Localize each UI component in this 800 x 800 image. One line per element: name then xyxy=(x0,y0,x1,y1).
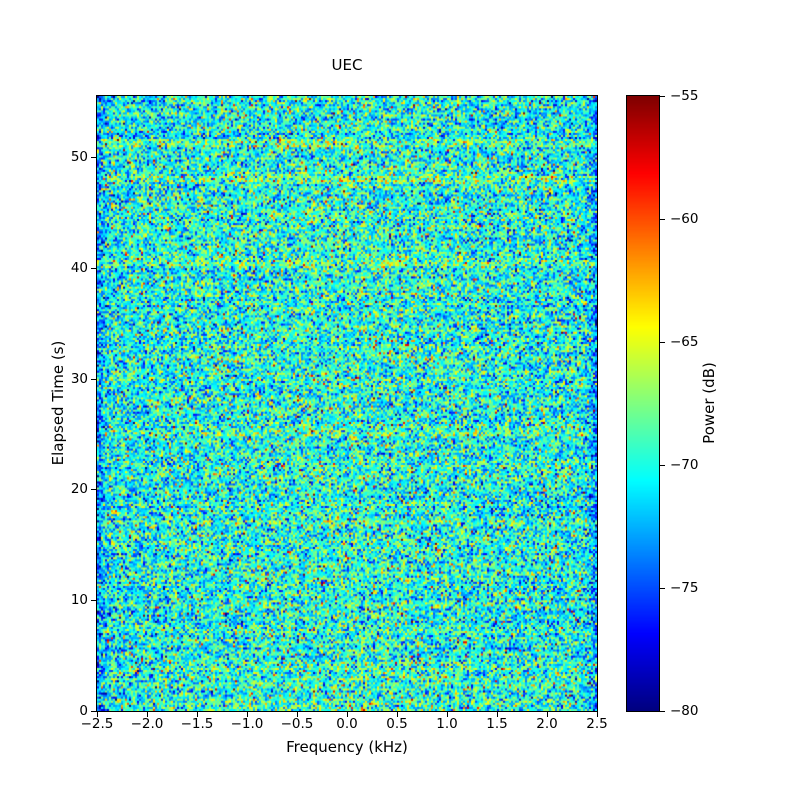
y-tick-mark xyxy=(91,489,96,491)
x-tick-label: 0.0 xyxy=(336,716,358,732)
x-tick-mark xyxy=(346,712,348,717)
x-tick-label: −2.5 xyxy=(80,716,114,732)
x-tick-mark xyxy=(196,712,198,717)
colorbar-tick-label: −60 xyxy=(670,210,699,227)
x-tick-label: 0.5 xyxy=(386,716,408,732)
x-tick-mark xyxy=(296,712,298,717)
x-tick-label: 2.5 xyxy=(586,716,608,732)
x-tick-mark xyxy=(596,712,598,717)
colorbar-tick-label: −70 xyxy=(670,456,699,473)
y-tick-label: 30 xyxy=(70,370,88,387)
y-tick-label: 40 xyxy=(70,260,88,277)
x-tick-label: −1.0 xyxy=(230,716,264,732)
colorbar-tick-mark xyxy=(660,95,665,97)
x-tick-mark xyxy=(396,712,398,717)
colorbar-tick-label: −55 xyxy=(670,87,699,104)
plot-title: UEC xyxy=(331,55,363,74)
x-tick-mark xyxy=(146,712,148,717)
x-tick-mark xyxy=(96,712,98,717)
x-tick-label: −0.5 xyxy=(280,716,314,732)
colorbar-tick-mark xyxy=(660,710,665,712)
x-tick-label: −1.5 xyxy=(180,716,214,732)
colorbar-tick-mark xyxy=(660,464,665,466)
spectrogram-plot xyxy=(96,95,598,712)
colorbar-tick-label: −80 xyxy=(670,702,699,719)
spectrogram-canvas xyxy=(97,96,597,711)
y-axis-label: Elapsed Time (s) xyxy=(49,340,67,466)
x-tick-mark xyxy=(546,712,548,717)
x-tick-mark xyxy=(446,712,448,717)
x-axis-label: Frequency (kHz) xyxy=(286,738,408,756)
x-tick-mark xyxy=(246,712,248,717)
y-tick-label: 20 xyxy=(70,481,88,498)
x-tick-label: −2.0 xyxy=(130,716,164,732)
colorbar xyxy=(626,95,660,712)
colorbar-tick-mark xyxy=(660,218,665,220)
colorbar-gradient-canvas xyxy=(627,96,659,711)
colorbar-tick-label: −75 xyxy=(670,579,699,596)
colorbar-tick-mark xyxy=(660,341,665,343)
colorbar-tick-mark xyxy=(660,587,665,589)
colorbar-tick-label: −65 xyxy=(670,333,699,350)
y-tick-label: 0 xyxy=(79,702,88,719)
y-tick-mark xyxy=(91,268,96,270)
x-tick-label: 1.0 xyxy=(436,716,458,732)
x-tick-label: 2.0 xyxy=(536,716,558,732)
colorbar-label: Power (dB) xyxy=(700,362,718,444)
y-tick-mark xyxy=(91,599,96,601)
y-tick-label: 50 xyxy=(70,149,88,166)
y-tick-mark xyxy=(91,157,96,159)
x-tick-mark xyxy=(496,712,498,717)
y-tick-mark xyxy=(91,710,96,712)
x-tick-label: 1.5 xyxy=(486,716,508,732)
y-tick-label: 10 xyxy=(70,591,88,608)
y-tick-mark xyxy=(91,378,96,380)
